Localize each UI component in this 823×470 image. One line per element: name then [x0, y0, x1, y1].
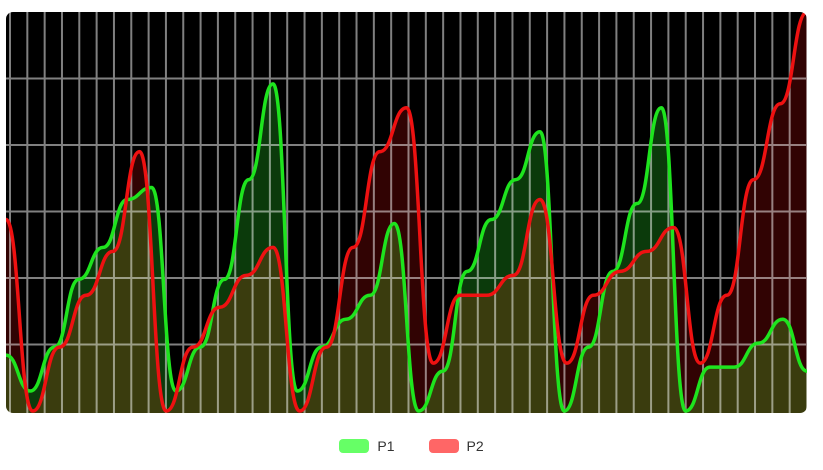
- chart-area: [6, 12, 807, 413]
- series-line-p2[interactable]: [6, 12, 807, 413]
- legend-label-p2: P2: [466, 438, 484, 454]
- series-layer: [6, 12, 807, 413]
- legend-swatch-p2: [428, 439, 459, 453]
- chart-plot: [6, 12, 807, 413]
- legend-item-p2[interactable]: P2: [428, 438, 484, 454]
- legend: P1 P2: [0, 438, 823, 454]
- legend-label-p1: P1: [377, 438, 395, 454]
- series-line-p1[interactable]: [6, 82, 807, 413]
- legend-swatch-p1: [339, 439, 370, 453]
- series-area-p2: [6, 12, 807, 413]
- legend-item-p1[interactable]: P1: [339, 438, 395, 454]
